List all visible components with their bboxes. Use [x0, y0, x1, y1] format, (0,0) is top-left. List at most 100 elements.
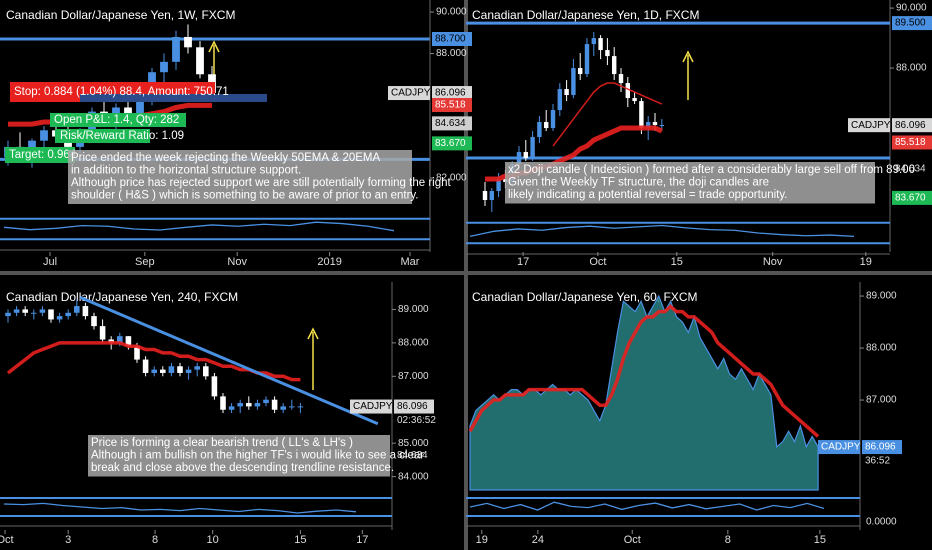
- candle-body: [659, 125, 665, 127]
- x-tick-label: Nov: [227, 256, 247, 268]
- stop-label: Stop: 0.884 (1.04%) 88.4, Amount: 750.71: [14, 86, 229, 98]
- note-line: break and close above the descending tre…: [91, 462, 394, 474]
- candle-body: [125, 336, 132, 347]
- x-tick-label: 8: [725, 534, 731, 546]
- note-box: [505, 162, 875, 204]
- price-label: 85.518: [895, 137, 926, 148]
- price-label-box: [432, 86, 472, 101]
- candle-body: [74, 306, 80, 313]
- x-tick-label: 19: [860, 256, 872, 268]
- note-line: x2 Doji candle ( Indecision ) formed aft…: [508, 164, 915, 176]
- candle-body: [48, 309, 54, 320]
- x-tick-label: 15: [294, 534, 306, 546]
- candle-body: [537, 122, 542, 138]
- x-tick-label: 19: [476, 534, 488, 546]
- candle-body: [482, 191, 488, 201]
- x-tick-label: 8: [152, 534, 158, 546]
- candle-body: [136, 99, 144, 116]
- trendline: [79, 296, 379, 426]
- oscillator-line: [469, 501, 825, 511]
- candle-body: [112, 107, 120, 118]
- pnl-box: [50, 113, 186, 127]
- y-tick-label: 88.000: [398, 338, 429, 349]
- price-label-box: [394, 399, 434, 414]
- candle-body: [557, 89, 563, 111]
- candle-body: [237, 403, 243, 407]
- candle-body: [172, 36, 180, 62]
- candle-body: [254, 403, 261, 407]
- candle-body: [605, 50, 610, 57]
- price-label-box: [862, 440, 902, 455]
- y-tick-label: 85.000: [398, 438, 429, 449]
- y-tick-label: 87.000: [866, 395, 897, 406]
- y-tick-label: 90.000: [896, 3, 927, 14]
- candle-body: [263, 399, 269, 404]
- note-line: shoulder ( H&S ) which is something to b…: [71, 190, 419, 202]
- note-box: [88, 435, 390, 477]
- oscillator-line: [3, 221, 395, 232]
- y-tick-label: 89.000: [398, 304, 429, 315]
- y-tick-label: 89.000: [866, 291, 897, 302]
- osc-label: 0.0000: [866, 517, 897, 528]
- candle-body: [31, 312, 37, 314]
- candle-body: [39, 309, 46, 313]
- x-tick-label: 15: [671, 256, 683, 268]
- price-label-box: [892, 162, 932, 177]
- x-tick-label: Oct: [589, 256, 606, 268]
- candle-body: [571, 68, 576, 96]
- symbol-box: [848, 118, 890, 133]
- target-box: [5, 147, 75, 163]
- candle-body: [91, 316, 97, 327]
- candle-body: [543, 122, 549, 129]
- candle-body: [550, 110, 556, 129]
- oscillator-line: [3, 502, 357, 514]
- candle-body: [196, 47, 204, 75]
- countdown: 36:52: [865, 456, 890, 467]
- x-tick-label: Mar: [401, 256, 420, 268]
- x-tick-label: 17: [356, 534, 368, 546]
- candle-body: [246, 403, 252, 407]
- candle-body: [99, 326, 106, 340]
- x-tick-label: Oct: [0, 534, 14, 546]
- note-line: Given the Weekly TF structure, the doji …: [508, 177, 769, 189]
- ema-line: [552, 82, 663, 147]
- price-label: 86.096: [435, 88, 466, 99]
- candle-body: [611, 56, 617, 75]
- x-tick-label: 15: [814, 534, 826, 546]
- note-box: [68, 150, 412, 204]
- price-label: 84.634: [397, 450, 428, 461]
- candle-body: [177, 366, 183, 373]
- candle-body: [645, 122, 651, 129]
- y-tick-label: 84.000: [398, 471, 429, 482]
- candle-body: [591, 38, 597, 45]
- price-label-box: [892, 135, 932, 150]
- symbol-box: [388, 86, 430, 101]
- price-label-box: [432, 98, 472, 113]
- note-line: Price ended the week rejecting the Weekl…: [71, 152, 381, 164]
- note-line: likely indicating a potential reversal =…: [508, 189, 787, 201]
- symbol-box: [350, 399, 392, 414]
- candle-body: [28, 140, 36, 154]
- price-label-box: [892, 190, 932, 205]
- candle-body: [516, 152, 522, 165]
- candle-body: [297, 406, 304, 408]
- candle-body: [496, 179, 501, 192]
- price-label: 84.634: [895, 164, 926, 175]
- pnl-label: Open P&L: 1.4, Qty: 282: [54, 114, 179, 126]
- ema-line: [468, 304, 820, 438]
- candle-body: [228, 406, 235, 410]
- symbol-label: CADJPY: [391, 88, 431, 99]
- symbol-box: [818, 440, 860, 455]
- candle-body: [530, 137, 535, 159]
- candle-body: [489, 191, 495, 201]
- chart-title: Canadian Dollar/Japanese Yen, 1D, FXCM: [472, 8, 699, 22]
- x-tick-label: Oct: [624, 534, 641, 546]
- symbol-label: CADJPY: [851, 120, 891, 131]
- price-label-box: [432, 32, 472, 47]
- y-tick-label: 82.000: [436, 173, 467, 184]
- x-tick-label: 24: [532, 534, 544, 546]
- rr-box: [55, 129, 150, 143]
- y-tick-label: 90.000: [436, 7, 467, 18]
- candle-body: [82, 306, 89, 317]
